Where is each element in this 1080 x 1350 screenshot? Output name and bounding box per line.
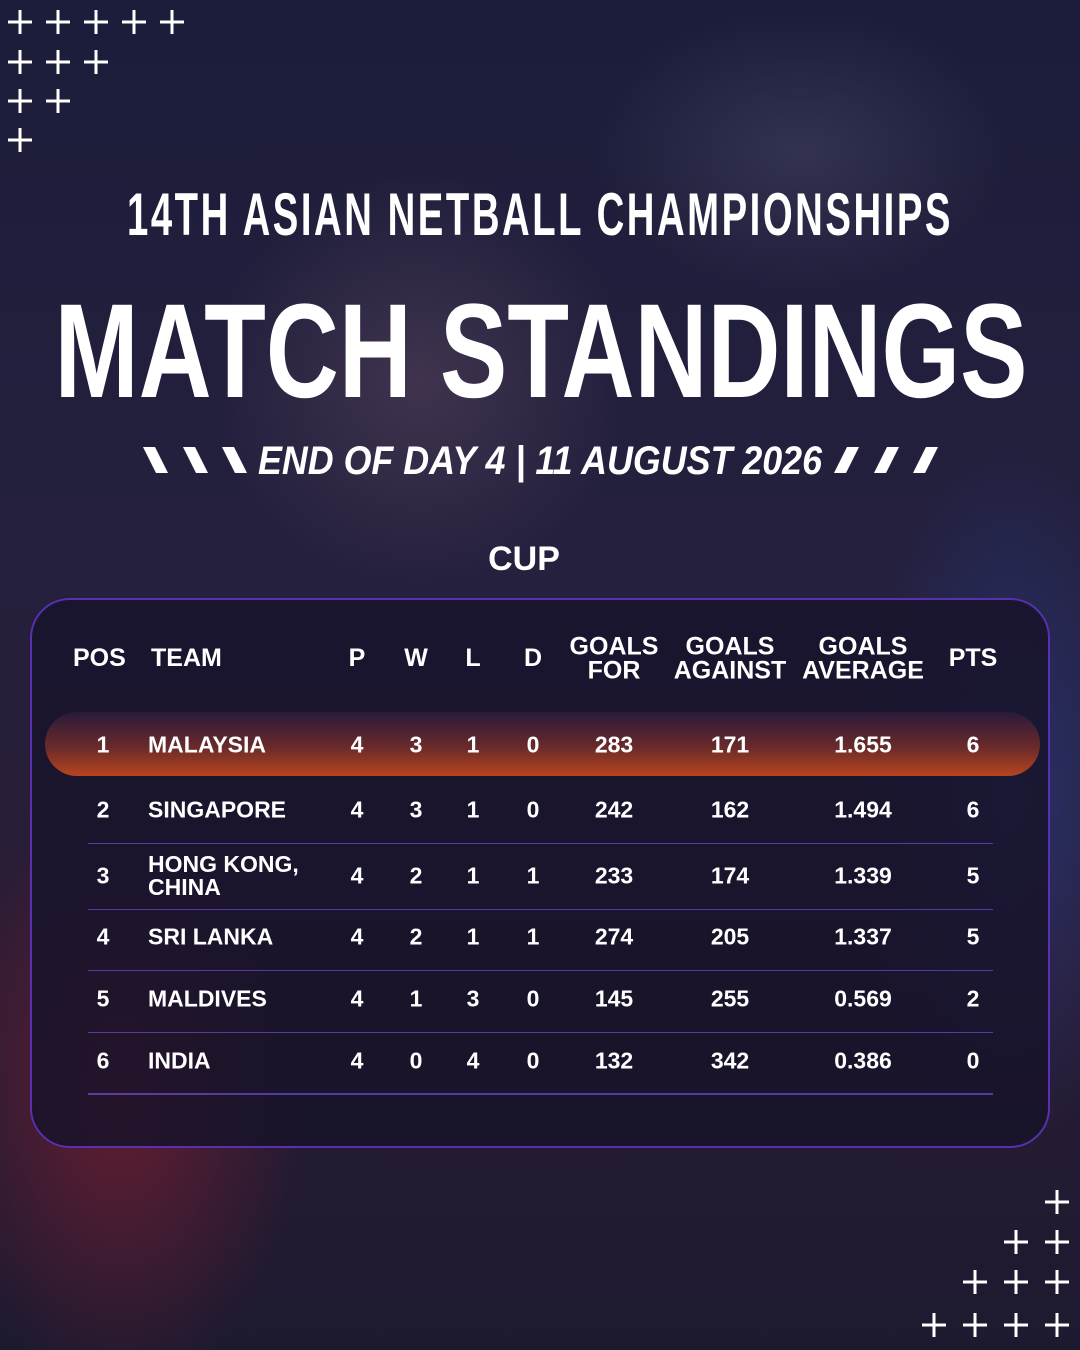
table-cell: 0 xyxy=(526,985,540,1012)
table-cell: 0.386 xyxy=(834,1047,892,1074)
table-cell: INDIA xyxy=(148,1047,211,1074)
table-cell: 145 xyxy=(594,985,634,1012)
column-header: TEAM xyxy=(151,644,222,673)
table-cell: 205 xyxy=(710,923,750,950)
column-header: GOALS FOR xyxy=(569,632,659,684)
table-cell: 0 xyxy=(526,731,540,758)
table-cell: 1 xyxy=(409,985,423,1012)
table-cell: 6 xyxy=(966,731,980,758)
table-cell: MALDIVES xyxy=(148,985,267,1012)
table-cell: 2 xyxy=(96,796,110,823)
table-cell: 342 xyxy=(710,1047,750,1074)
row-separator xyxy=(88,843,993,844)
row-separator xyxy=(88,1032,993,1033)
column-header: PTS xyxy=(948,644,998,673)
table-cell: 4 xyxy=(350,923,364,950)
table-cell: 1 xyxy=(466,796,480,823)
table-cell: 233 xyxy=(594,862,634,889)
table-cell: MALAYSIA xyxy=(148,731,266,758)
table-cell: 0.569 xyxy=(834,985,892,1012)
table-cell: 2 xyxy=(966,985,980,1012)
table-cell: 1 xyxy=(526,862,540,889)
row-separator xyxy=(88,970,993,971)
table-cell: 1.337 xyxy=(834,923,892,950)
table-cell: 1 xyxy=(466,862,480,889)
column-header: W xyxy=(404,644,428,673)
column-header: D xyxy=(523,644,543,673)
table-cell: 242 xyxy=(594,796,634,823)
table-cell: 1 xyxy=(526,923,540,950)
table-cell: 1.655 xyxy=(834,731,892,758)
table-cell: 0 xyxy=(966,1047,980,1074)
table-cell: 3 xyxy=(96,862,110,889)
column-header: GOALS AGAINST xyxy=(673,632,787,684)
column-header: L xyxy=(465,644,481,673)
table-cell: 255 xyxy=(710,985,750,1012)
table-cell: 0 xyxy=(526,796,540,823)
table-cell: 274 xyxy=(594,923,634,950)
table-cell: 6 xyxy=(96,1047,110,1074)
plus-pattern xyxy=(8,10,1069,1337)
table-cell: 2 xyxy=(409,923,423,950)
table-cell: 5 xyxy=(96,985,110,1012)
table-cell: 3 xyxy=(409,731,423,758)
table-cell: 171 xyxy=(710,731,750,758)
table-cell: 1 xyxy=(96,731,110,758)
title: MATCH STANDINGS xyxy=(55,277,1028,426)
table-cell: 4 xyxy=(350,1047,364,1074)
row-separator xyxy=(88,909,993,910)
table-cell: 1.494 xyxy=(834,796,892,823)
table-cell: 1 xyxy=(466,923,480,950)
table-cell: 162 xyxy=(710,796,750,823)
subtitle: 14TH ASIAN NETBALL CHAMPIONSHIPS xyxy=(127,181,953,248)
table-cell: 4 xyxy=(96,923,110,950)
table-cell: 4 xyxy=(350,796,364,823)
table-cell: 3 xyxy=(409,796,423,823)
column-header: P xyxy=(348,644,366,673)
table-cell: SRI LANKA xyxy=(148,923,274,950)
column-header: POS xyxy=(73,644,126,673)
table-cell: 4 xyxy=(466,1047,480,1074)
row-separator xyxy=(88,1094,993,1095)
table-panel xyxy=(30,598,1050,1148)
table-cell: 5 xyxy=(966,862,980,889)
table-cell: 3 xyxy=(466,985,480,1012)
table-cell: 4 xyxy=(350,985,364,1012)
table-cell: 1 xyxy=(466,731,480,758)
table-cell: 4 xyxy=(350,731,364,758)
table-cell: 283 xyxy=(594,731,634,758)
table-cell: 2 xyxy=(409,862,423,889)
table-cell: 4 xyxy=(350,862,364,889)
table-cell: SINGAPORE xyxy=(148,796,287,823)
table-cell: 174 xyxy=(710,862,750,889)
highlight-row xyxy=(45,712,1040,776)
table-cell: HONG KONG, CHINA xyxy=(148,851,299,900)
table-cell: 0 xyxy=(526,1047,540,1074)
table-cell: 132 xyxy=(594,1047,634,1074)
row-separator xyxy=(88,1093,993,1094)
slashes xyxy=(143,447,938,473)
table-cell: 1.339 xyxy=(834,862,892,889)
table-cell: 0 xyxy=(409,1047,423,1074)
column-header: GOALS AVERAGE xyxy=(802,632,924,684)
date: END OF DAY 4 | 11 AUGUST 2026 xyxy=(258,439,823,483)
table-cell: 5 xyxy=(966,923,980,950)
table-cell: 6 xyxy=(966,796,980,823)
table-caption: CUP xyxy=(488,540,560,578)
